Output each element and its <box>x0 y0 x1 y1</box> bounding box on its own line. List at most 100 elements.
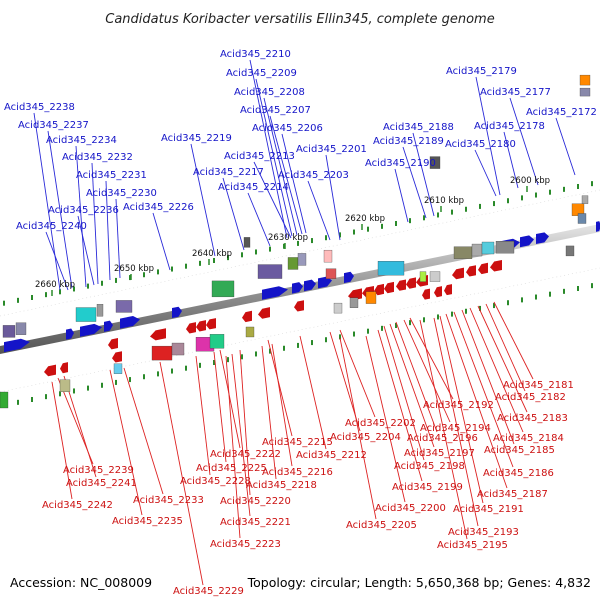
scale-tick <box>283 243 285 249</box>
reverse-gene-arrow <box>434 286 442 298</box>
scale-tick <box>283 345 285 351</box>
scale-tick <box>73 388 75 394</box>
scale-label: 2660 kbp <box>35 280 75 290</box>
scale-tick <box>409 218 411 224</box>
gene-feature-block <box>75 307 97 322</box>
bottom-gene-label: Acid345_2222 <box>210 449 281 460</box>
scale-tick <box>395 322 397 328</box>
scale-tick <box>381 325 383 331</box>
scale-tick <box>255 351 257 357</box>
top-gene-label: Acid345_2172 <box>526 107 597 118</box>
forward-gene-arrow <box>344 271 354 284</box>
forward-gene-arrow <box>80 323 102 337</box>
scale-tick <box>143 272 145 278</box>
gene-feature-block <box>15 322 27 335</box>
top-leader-line <box>77 215 95 286</box>
bottom-leader-line <box>477 305 528 413</box>
bottom-leader-line <box>109 369 143 516</box>
scale-label: 2650 kbp <box>114 264 154 274</box>
gene-feature-block <box>429 271 441 282</box>
top-gene-label: Acid345_2237 <box>18 120 89 131</box>
reverse-gene-arrow <box>44 364 56 377</box>
scale-tick <box>367 226 369 232</box>
scale-tick <box>591 283 593 289</box>
scale-tick <box>185 365 187 371</box>
scale-tick <box>325 235 327 241</box>
gene-feature-block <box>96 304 104 317</box>
bottom-gene-label: Acid345_2223 <box>210 539 281 550</box>
scale-tick <box>227 255 229 261</box>
top-leader-line <box>75 145 87 288</box>
gene-feature-block <box>171 342 185 356</box>
reverse-gene-arrow <box>186 322 196 334</box>
bottom-gene-label: Acid345_2200 <box>375 503 446 514</box>
bottom-leader-line <box>439 315 484 504</box>
reverse-gene-arrow <box>422 288 430 300</box>
bottom-gene-label: Acid345_2182 <box>495 392 566 403</box>
reverse-gene-arrow <box>294 300 304 312</box>
top-leader-line <box>115 198 121 279</box>
bottom-gene-label: Acid345_2221 <box>220 517 291 528</box>
scale-ticks <box>3 181 593 408</box>
top-gene-label: Acid345_2206 <box>252 123 323 134</box>
bottom-leader-line <box>433 317 479 527</box>
bottom-gene-label: Acid345_2199 <box>392 482 463 493</box>
bottom-gene-label: Acid345_2191 <box>453 504 524 515</box>
top-gene-label: Acid345_2201 <box>296 144 367 155</box>
bottom-gene-label: Acid345_2183 <box>497 413 568 424</box>
reverse-gene-arrow <box>60 362 68 374</box>
scale-tick <box>59 289 61 295</box>
scale-labels: 2600 kbp 2610 kbp 2620 kbp 2630 kbp 2640 kbp… <box>35 176 550 296</box>
scale-tick <box>353 229 355 235</box>
scale-tick <box>3 300 5 306</box>
scale-tick <box>339 334 341 340</box>
gene-feature-block <box>297 253 307 266</box>
bottom-leader-line <box>383 325 425 461</box>
top-leader-line <box>105 180 111 281</box>
bottom-leader-line <box>267 339 293 437</box>
scale-tick <box>59 391 61 397</box>
scale-tick <box>507 300 509 306</box>
bottom-gene-label: Acid345_2185 <box>484 445 555 456</box>
bottom-leader-line <box>493 301 534 380</box>
forward-gene-arrow <box>304 279 316 292</box>
forward-gene-arrow <box>66 328 74 340</box>
scale-tick <box>297 240 299 246</box>
reverse-gene-arrow <box>444 284 452 296</box>
reverse-gene-arrow <box>452 267 464 280</box>
gene-feature-block <box>323 249 333 263</box>
genome-summary-text: Topology: circular; Length: 5,650,368 bp… <box>247 575 591 590</box>
top-gene-label: Acid345_2210 <box>220 49 291 60</box>
scale-tick <box>241 354 243 360</box>
gene-feature-block <box>287 257 299 270</box>
scale-label: 2630 kbp <box>268 233 308 243</box>
bottom-leader-line <box>219 349 241 449</box>
scale-tick <box>171 266 173 272</box>
bottom-gene-label: Acid345_2228 <box>180 476 251 487</box>
gene-feature-block <box>471 243 483 257</box>
bottom-gene-label: Acid345_2212 <box>296 450 367 461</box>
bottom-leader-line <box>195 355 211 476</box>
top-gene-label: Acid345_2180 <box>445 139 516 150</box>
scale-tick <box>325 337 327 343</box>
scale-tick <box>549 189 551 195</box>
top-leader-line <box>503 131 519 189</box>
gene-feature-block <box>325 268 337 279</box>
accession-text: Accession: NC_008009 <box>10 575 152 590</box>
scale-tick <box>129 377 131 383</box>
bottom-gene-label: Acid345_2242 <box>42 500 113 511</box>
reverse-gene-arrow <box>150 328 166 341</box>
scale-tick <box>311 238 313 244</box>
bottom-leader-line <box>403 319 451 423</box>
top-leader-line <box>269 115 303 235</box>
gene-feature-block <box>115 300 133 313</box>
scale-tick <box>311 340 313 346</box>
bottom-gene-label: Acid345_2186 <box>483 468 554 479</box>
reverse-gene-arrow <box>112 351 122 363</box>
scale-tick <box>255 249 257 255</box>
scale-tick <box>521 195 523 201</box>
forward-gene-arrow <box>4 338 30 353</box>
scale-tick <box>241 252 243 258</box>
bottom-leader-line <box>239 349 251 496</box>
top-leader-line <box>394 168 409 223</box>
